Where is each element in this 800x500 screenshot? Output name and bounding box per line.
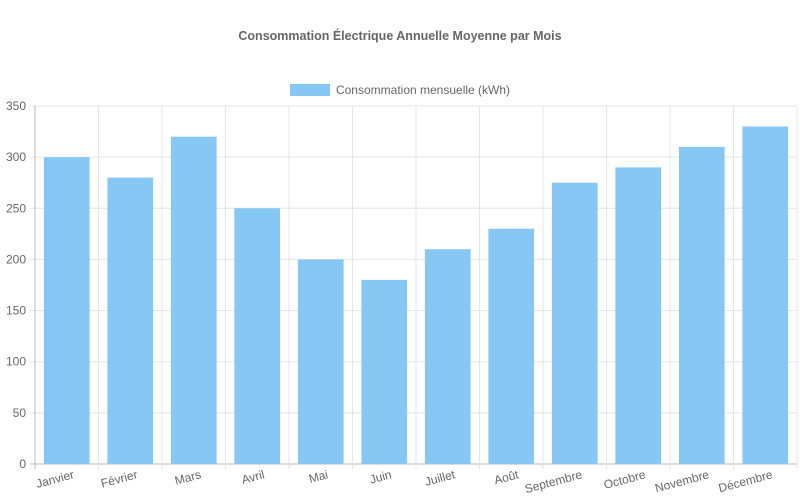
x-tick-label: Novembre [653,467,710,495]
bar-mars [170,136,217,464]
y-tick-label: 250 [6,201,26,215]
y-tick-label: 0 [19,457,26,471]
y-tick-label: 350 [6,99,26,113]
x-tick-label: Février [99,467,139,490]
bar-juillet [424,249,471,464]
y-tick-label: 150 [6,304,26,318]
legend-swatch [289,84,330,96]
x-tick-label: Septembre [523,467,584,496]
legend[interactable]: Consommation mensuelle (kWh) [0,83,800,97]
x-tick-label: Juillet [423,467,457,489]
bar-septembre [551,182,598,464]
legend-label: Consommation mensuelle (kWh) [335,83,511,97]
y-tick-label: 50 [13,406,27,420]
y-tick-label: 300 [6,150,26,164]
x-tick-label: Mai [307,467,329,486]
chart-title: Consommation Électrique Annuelle Moyenne… [238,29,562,43]
bar-octobre [615,167,662,464]
y-tick-label: 200 [6,252,26,266]
bar-mai [297,259,344,464]
bar-janvier [43,157,90,464]
x-tick-label: Décembre [717,467,774,495]
x-tick-label: Août [493,467,521,487]
x-tick-label: Juin [368,467,393,486]
x-tick-label: Octobre [602,467,647,492]
x-tick-label: Janvier [35,467,76,491]
bar-février [107,177,154,464]
bar-juin [361,279,408,464]
bar-avril [234,208,281,464]
bar-décembre [742,126,789,464]
bar-août [488,228,535,464]
x-tick-label: Mars [173,467,202,487]
x-tick-label: Avril [240,467,266,487]
y-tick-label: 100 [6,355,26,369]
bar-novembre [678,146,725,464]
